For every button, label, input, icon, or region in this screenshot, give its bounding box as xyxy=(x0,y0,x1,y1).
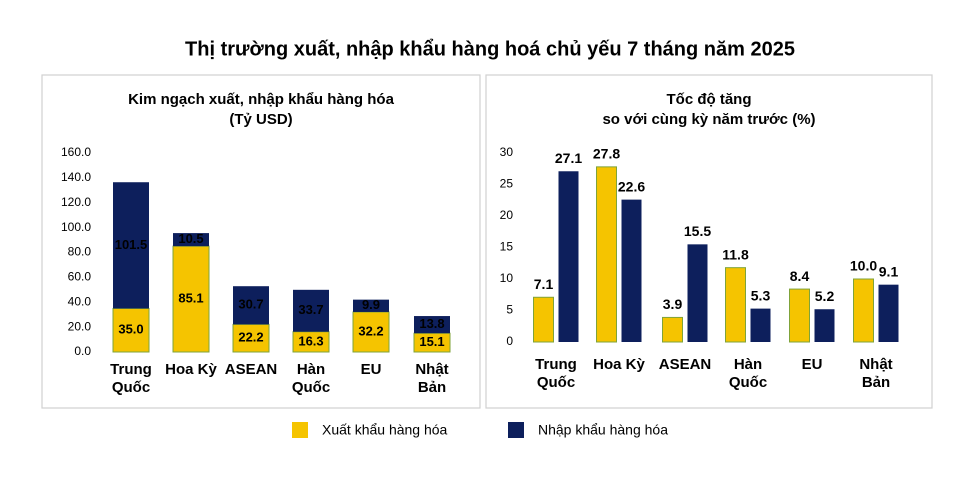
value-label: 3.9 xyxy=(663,296,683,312)
bar xyxy=(878,284,899,342)
bar-segment xyxy=(414,316,450,334)
value-label: 32.2 xyxy=(358,323,383,338)
bar xyxy=(725,267,746,343)
x-tick-label: Hàn Quốc xyxy=(292,361,330,396)
value-label: 10.5 xyxy=(178,231,203,246)
panel xyxy=(485,74,933,409)
bar-segment xyxy=(112,307,150,353)
bar xyxy=(621,199,642,342)
chart-subtitle: (Tỷ USD) xyxy=(229,111,292,128)
bar xyxy=(596,166,617,343)
value-label: 13.8 xyxy=(419,316,444,331)
bar-segment xyxy=(172,245,210,353)
x-tick-label: Hoa Kỳ xyxy=(593,356,645,373)
value-label: 85.1 xyxy=(178,291,203,306)
bar xyxy=(558,171,579,342)
bar-segment xyxy=(293,289,329,332)
x-tick-label: Trung Quốc xyxy=(535,356,577,391)
y-tick-label: 120.0 xyxy=(61,195,91,209)
y-tick-label: 25 xyxy=(500,177,514,191)
y-tick-label: 40.0 xyxy=(68,294,92,308)
x-tick-label: ASEAN xyxy=(659,356,712,373)
value-label: 16.3 xyxy=(298,333,323,348)
bar xyxy=(687,244,708,342)
value-label: 15.1 xyxy=(419,334,444,349)
value-label: 9.1 xyxy=(879,263,899,279)
value-label: 9.9 xyxy=(362,297,380,312)
value-label: 10.0 xyxy=(850,258,877,274)
y-tick-label: 60.0 xyxy=(68,270,92,284)
value-label: 7.1 xyxy=(534,276,554,292)
bar-segment xyxy=(173,233,209,247)
value-label: 35.0 xyxy=(118,322,143,337)
y-tick-label: 0.0 xyxy=(74,344,91,358)
value-label: 8.4 xyxy=(790,268,810,284)
y-tick-label: 160.0 xyxy=(61,145,91,159)
bar-segment xyxy=(353,299,389,312)
chart-subtitle: so với cùng kỳ năm trước (%) xyxy=(602,111,815,128)
bar xyxy=(533,296,554,343)
value-label: 5.2 xyxy=(815,288,835,304)
bar xyxy=(662,316,683,343)
bar xyxy=(853,278,874,343)
legend-label: Nhập khẩu hàng hóa xyxy=(538,422,668,438)
y-tick-label: 20 xyxy=(500,208,514,222)
value-label: 30.7 xyxy=(238,297,263,312)
value-label: 15.5 xyxy=(684,223,711,239)
bar xyxy=(789,288,810,343)
figure-title: Thị trường xuất, nhập khẩu hàng hoá chủ … xyxy=(185,38,795,60)
chart-title: Tốc độ tăng xyxy=(667,91,752,108)
legend-swatch xyxy=(292,422,308,438)
value-label: 27.1 xyxy=(555,150,582,166)
x-tick-label: EU xyxy=(802,356,823,373)
bar xyxy=(750,308,771,342)
x-tick-label: ASEAN xyxy=(225,361,278,378)
y-tick-label: 100.0 xyxy=(61,220,91,234)
bar xyxy=(814,309,835,342)
value-label: 27.8 xyxy=(593,146,620,162)
y-tick-label: 80.0 xyxy=(68,245,92,259)
x-tick-label: Nhật Bản xyxy=(415,361,448,396)
value-label: 22.2 xyxy=(238,330,263,345)
x-tick-label: Hàn Quốc xyxy=(729,356,767,391)
y-tick-label: 20.0 xyxy=(68,319,92,333)
value-label: 5.3 xyxy=(751,287,771,303)
bar-segment xyxy=(113,182,149,309)
y-tick-label: 10 xyxy=(500,271,514,285)
x-tick-label: Hoa Kỳ xyxy=(165,361,217,378)
y-tick-label: 5 xyxy=(506,303,513,317)
value-label: 101.5 xyxy=(115,237,148,252)
bar-segment xyxy=(352,311,390,353)
bar-segment xyxy=(232,323,270,353)
y-tick-label: 15 xyxy=(500,240,514,254)
bar-segment xyxy=(233,286,269,325)
x-tick-label: Nhật Bản xyxy=(859,356,892,391)
x-tick-label: EU xyxy=(361,361,382,378)
y-tick-label: 0 xyxy=(506,334,513,348)
value-label: 11.8 xyxy=(722,246,749,262)
value-label: 33.7 xyxy=(298,302,323,317)
value-label: 22.6 xyxy=(618,178,645,194)
legend-swatch xyxy=(508,422,524,438)
legend-label: Xuất khẩu hàng hóa xyxy=(322,422,448,438)
chart-title: Kim ngạch xuất, nhập khẩu hàng hóa xyxy=(128,91,395,108)
x-tick-label: Trung Quốc xyxy=(110,361,152,396)
y-tick-label: 30 xyxy=(500,145,514,159)
y-tick-label: 140.0 xyxy=(61,170,91,184)
panel xyxy=(41,74,481,409)
